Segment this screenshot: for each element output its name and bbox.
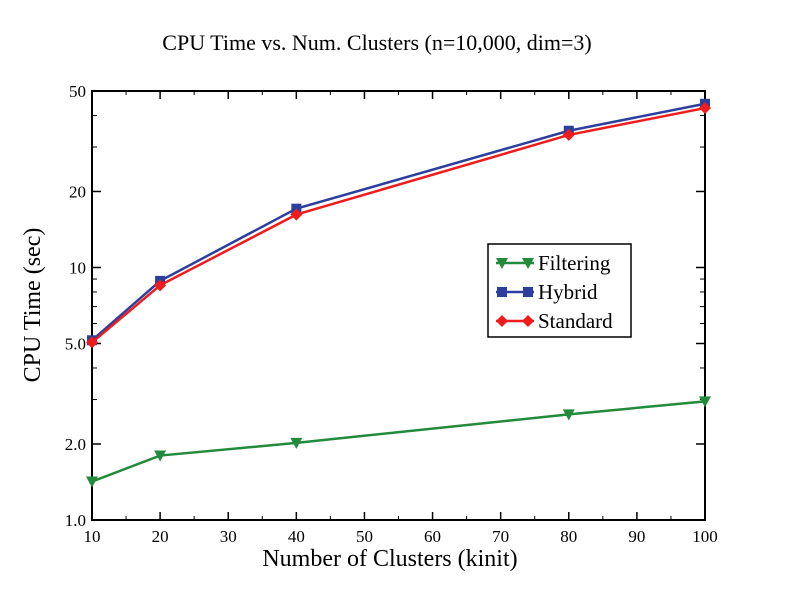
legend-swatch-marker: [496, 258, 508, 269]
legend-swatch-marker: [523, 287, 533, 297]
data-point-filtering: [154, 450, 167, 462]
data-point-filtering: [699, 396, 711, 408]
data-point-standard: [562, 128, 575, 141]
legend-label: Filtering: [538, 251, 611, 275]
y-tick-label: 5.0: [65, 335, 86, 354]
x-axis-label: Number of Clusters (kinit): [262, 546, 517, 572]
y-tick-label: 50: [69, 82, 86, 101]
series-filtering: [86, 396, 711, 488]
data-point-standard: [290, 208, 303, 221]
x-tick-label: 100: [692, 527, 718, 546]
legend-swatch-marker: [497, 287, 507, 297]
x-tick-label: 40: [288, 527, 305, 546]
chart-title: CPU Time vs. Num. Clusters (n=10,000, di…: [162, 30, 591, 55]
series-line-filtering: [91, 400, 706, 483]
y-tick-label: 20: [69, 182, 86, 201]
series-layer: [86, 98, 711, 488]
x-tick-label: 50: [356, 527, 373, 546]
series-standard: [86, 102, 711, 349]
y-axis-label: CPU Time (sec): [20, 228, 46, 383]
data-point-filtering: [562, 409, 575, 421]
x-axis: 10 20 30 40 50 60 70 80 90 100: [84, 91, 718, 546]
data-point-standard: [699, 102, 711, 115]
x-tick-label: 10: [84, 527, 101, 546]
y-tick-label: 2.0: [65, 435, 86, 454]
y-axis: 1.0 2.0 5.0 10 20 50: [65, 82, 705, 530]
legend-entry-filtering: Filtering: [496, 251, 611, 275]
legend-label: Standard: [538, 309, 613, 333]
x-tick-label: 60: [424, 527, 441, 546]
data-point-standard: [86, 336, 98, 349]
legend-entry-standard: Standard: [496, 309, 613, 333]
legend-entry-hybrid: Hybrid: [496, 280, 598, 304]
y-tick-label: 10: [69, 258, 86, 277]
x-tick-label: 90: [628, 527, 645, 546]
legend-swatch-marker: [522, 258, 534, 269]
legend-label: Hybrid: [538, 280, 598, 304]
legend-swatch-marker: [496, 315, 508, 327]
y-tick-label: 1.0: [65, 511, 86, 530]
data-point-filtering: [290, 437, 303, 449]
legend: Filtering Hybrid Standard: [487, 243, 632, 338]
data-point-standard: [154, 279, 167, 292]
x-tick-label: 70: [492, 527, 509, 546]
x-tick-label: 30: [220, 527, 237, 546]
x-tick-label: 80: [560, 527, 577, 546]
legend-swatch-marker: [522, 315, 534, 327]
data-point-filtering: [86, 476, 98, 488]
x-tick-label: 20: [152, 527, 169, 546]
